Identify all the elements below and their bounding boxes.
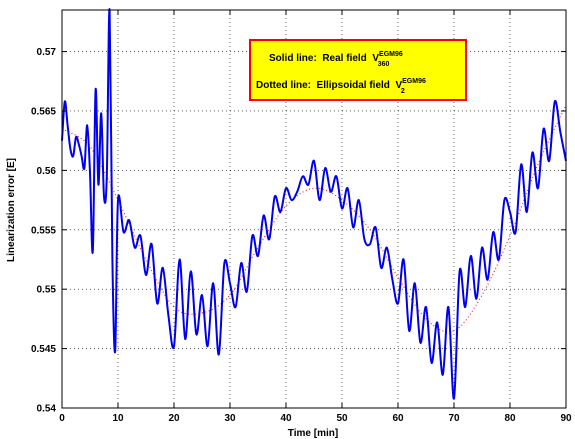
y-tick-label: 0.56 [37,166,57,177]
x-tick-label: 50 [336,413,348,424]
x-tick-label: 0 [59,413,65,424]
legend-dotted-sup: EGM96 [402,78,426,85]
x-axis-title: Time [min] [288,428,338,439]
y-tick-label: 0.57 [37,47,57,58]
y-tick-label: 0.555 [31,225,56,236]
y-tick-label: 0.54 [37,404,57,415]
y-tick-label: 0.565 [31,106,56,117]
y-axis-title: Linearization error [E] [6,158,17,262]
legend-solid-sup: EGM96 [379,51,403,58]
legend-solid-prefix: Solid line: Real field [269,53,372,64]
x-tick-label: 40 [280,413,292,424]
x-tick-label: 30 [224,413,236,424]
y-tick-label: 0.55 [37,285,57,296]
x-tick-label: 10 [112,413,124,424]
legend-solid-sub: 360 [378,61,390,68]
x-tick-label: 70 [448,413,460,424]
x-tick-label: 60 [392,413,404,424]
x-tick-label: 90 [560,413,572,424]
legend-background [250,40,466,100]
x-tick-label: 20 [168,413,180,424]
legend-dotted-prefix: Dotted line: Ellipsoidal field [256,80,395,91]
legend-dotted-sub: 2 [401,88,405,95]
y-tick-label: 0.545 [31,344,56,355]
x-tick-label: 80 [504,413,516,424]
legend-box: Solid line: Real field VEGM96 360 Dotted … [250,40,466,100]
